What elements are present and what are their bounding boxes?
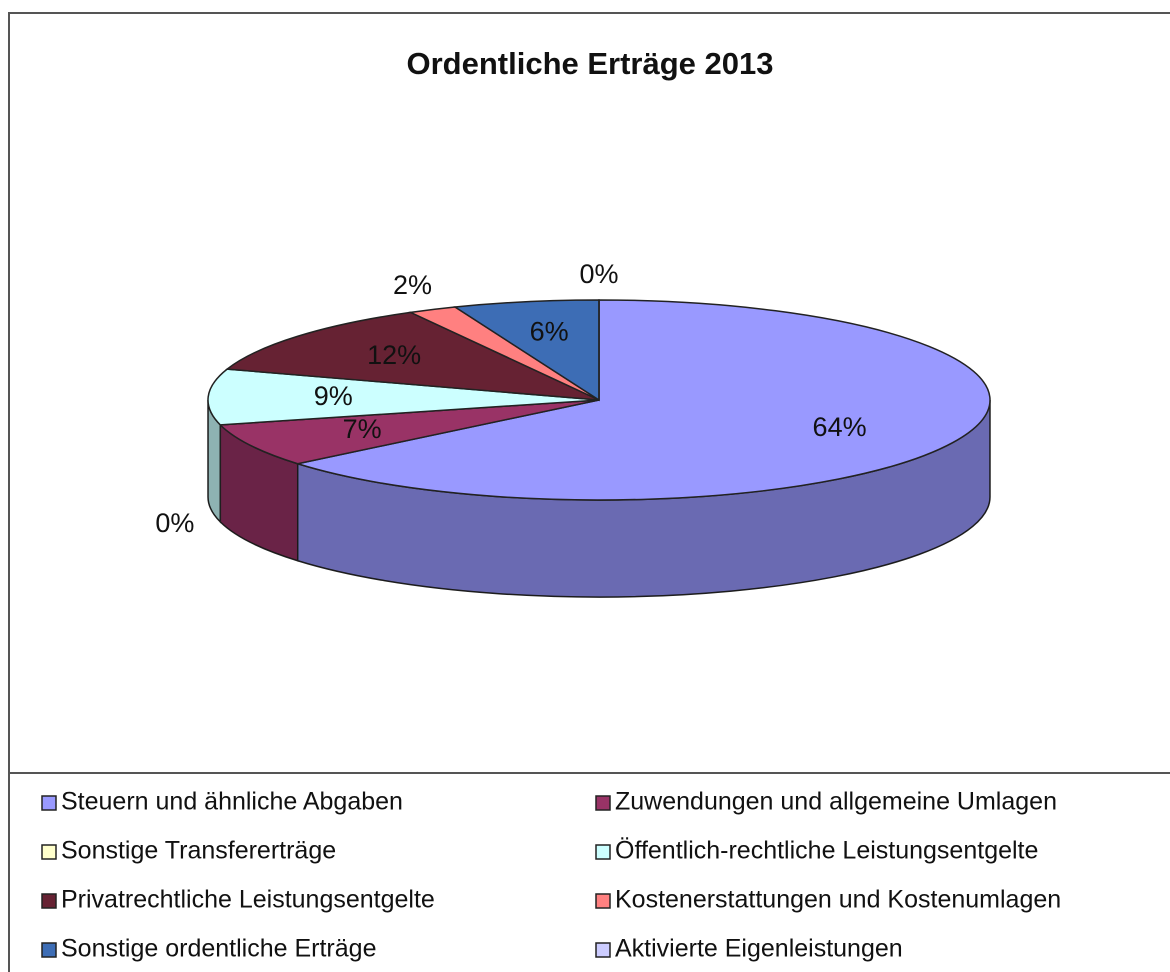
data-label: 12% — [367, 340, 421, 370]
pie-sides — [207, 399, 991, 598]
pie-side-shade — [220, 424, 298, 561]
pie-tops — [207, 299, 991, 501]
legend-label: Sonstige ordentliche Erträge — [61, 935, 376, 963]
data-label: 9% — [314, 381, 353, 411]
legend-swatch — [41, 844, 57, 860]
pie-side — [219, 423, 299, 562]
legend-label: Sonstige Transfererträge — [61, 837, 336, 865]
pie-slice — [218, 399, 600, 465]
legend-label: Privatrechtliche Leistungsentgelte — [61, 886, 435, 914]
data-label: 64% — [813, 412, 867, 442]
data-label: 7% — [343, 414, 382, 444]
chart-title: Ordentliche Erträge 2013 — [407, 46, 774, 81]
data-labels: 64% 7% 0% 9% 12% 2% 6% 0% — [155, 259, 866, 538]
data-label: 6% — [530, 316, 569, 346]
legend-swatch — [595, 795, 611, 811]
legend-label: Aktivierte Eigenleistungen — [615, 935, 903, 963]
legend-swatch — [41, 893, 57, 909]
legend-swatch — [595, 844, 611, 860]
chart-frame — [8, 12, 1170, 972]
legend-label: Kostenerstattungen und Kostenumlagen — [615, 886, 1061, 914]
legend-label: Zuwendungen und allgemeine Umlagen — [615, 788, 1057, 816]
legend-label: Öffentlich-rechtliche Leistungsentgelte — [615, 837, 1038, 865]
legend-swatch — [41, 942, 57, 958]
pie-side-shade — [208, 400, 221, 522]
legend-swatch — [595, 942, 611, 958]
pie-slice — [207, 368, 600, 426]
pie-slice — [294, 299, 991, 501]
legend-swatch — [41, 795, 57, 811]
pie-slice — [452, 299, 600, 402]
pie-slice — [225, 311, 600, 401]
data-label: 0% — [579, 259, 618, 289]
legend-swatch — [595, 893, 611, 909]
legend: Steuern und ähnliche Abgaben Zuwendungen … — [41, 788, 1061, 963]
data-label: 2% — [393, 270, 432, 300]
pie-side-shade — [297, 400, 991, 597]
data-label: 0% — [155, 508, 194, 538]
legend-label: Steuern und ähnliche Abgaben — [61, 788, 403, 816]
